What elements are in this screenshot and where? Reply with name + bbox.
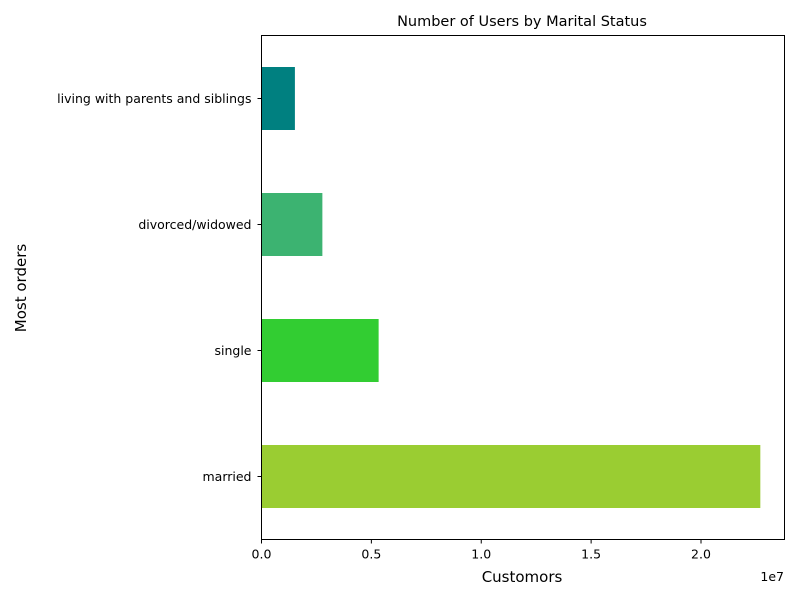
x-tick-label: 0.0 [252,547,272,562]
x-tick-label: 1.0 [471,547,491,562]
y-tick-label: married [203,469,252,484]
x-tick-label: 1.5 [581,547,601,562]
y-tick-label: divorced/widowed [138,217,251,232]
y-tick-label: single [214,343,251,358]
x-axis-label: Customors [482,568,563,586]
bars-group [261,67,761,508]
bar-living-with-parents-and-siblings [261,67,295,130]
x-tick-group: 0.0 0.5 1.0 1.5 2.0 [252,539,711,562]
x-tick-label: 2.0 [691,547,711,562]
chart-title: Number of Users by Marital Status [397,14,647,30]
y-tick-label: living with parents and siblings [57,91,251,106]
bar-married [261,445,761,508]
x-tick-label: 0.5 [361,547,381,562]
y-tick-group: married single divorced/widowed living with… [57,91,262,484]
x-axis-offset-label: 1e7 [760,569,784,584]
bar-single [261,319,379,382]
bar-divorced-widowed [261,193,323,256]
plot-frame [261,35,785,540]
y-axis-label: Most orders [12,244,30,333]
